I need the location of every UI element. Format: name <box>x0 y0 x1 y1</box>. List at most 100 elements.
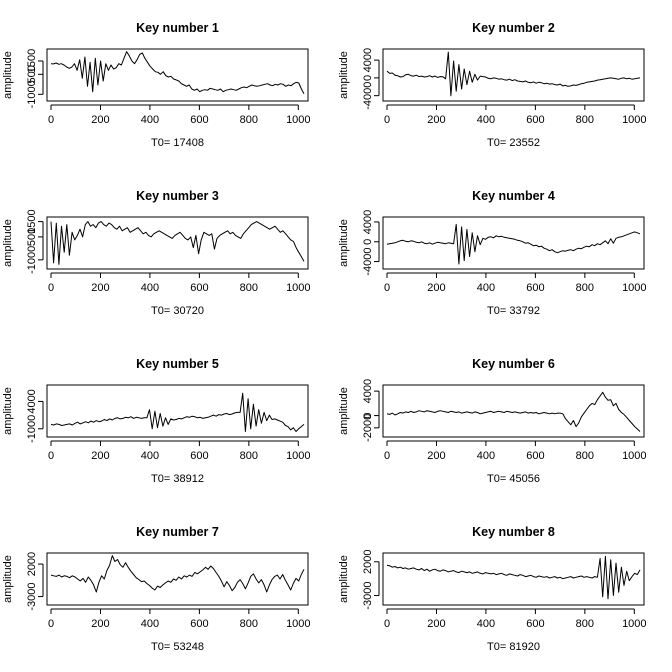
panel-title: Key number 4 <box>472 189 555 203</box>
x-tick-label: 0 <box>48 114 54 126</box>
x-axis-label: T0= 30720 <box>151 305 204 317</box>
plot-frame <box>46 48 309 102</box>
y-tick-label: -3000 <box>362 581 374 609</box>
series-line <box>386 51 641 97</box>
x-tick-label: 400 <box>477 618 495 630</box>
x-axis: 0 200 400 600 800 1000 <box>48 608 311 630</box>
y-tick-label: -3000 <box>26 582 38 610</box>
x-axis: 0 200 400 600 800 1000 <box>384 608 647 630</box>
x-tick-label: 400 <box>141 282 159 294</box>
x-axis-label: T0= 23552 <box>487 137 540 149</box>
x-axis-label: T0= 38912 <box>151 473 204 485</box>
x-tick-label: 200 <box>427 282 445 294</box>
y-tick-label: -1000 <box>26 415 38 443</box>
x-axis-label: T0= 53248 <box>151 641 204 653</box>
x-tick-label: 1000 <box>286 450 310 462</box>
x-tick-label: 0 <box>384 450 390 462</box>
series-line <box>386 391 641 432</box>
plot-frame <box>46 384 309 438</box>
series-line <box>386 223 641 265</box>
y-tick-label: 1500 <box>26 209 38 233</box>
x-tick-label: 1000 <box>622 282 646 294</box>
panel-3: Key number 3 0 200 400 600 800 1000 -1000500150… <box>2 189 311 317</box>
y-axis-label: amplitude <box>2 387 14 435</box>
panel-2: Key number 20 200 400 600 800 1000-400004000T… <box>338 21 647 149</box>
series-line <box>50 392 305 432</box>
y-axis-label: amplitude <box>338 219 350 267</box>
y-axis-label: amplitude <box>338 51 350 99</box>
panel-title: Key number 8 <box>472 525 555 539</box>
series-line <box>386 555 641 600</box>
x-tick-label: 400 <box>477 114 495 126</box>
x-tick-label: 0 <box>384 282 390 294</box>
x-tick-label: 800 <box>576 114 594 126</box>
x-tick-label: 0 <box>48 618 54 630</box>
y-tick-label: -4000 <box>362 248 374 276</box>
panel-5: Key number 5 0 200 400 600 800 1000 -1000 4000 T0… <box>2 357 311 485</box>
x-tick-label: 600 <box>190 282 208 294</box>
x-tick-label: 1000 <box>286 618 310 630</box>
x-axis: 0 200 400 600 800 1000 <box>48 104 311 126</box>
x-tick-label: 1000 <box>622 618 646 630</box>
x-tick-label: 0 <box>384 618 390 630</box>
y-tick-label: 1500 <box>26 49 38 73</box>
x-tick-label: 1000 <box>622 450 646 462</box>
y-tick-label: 500 <box>26 228 38 246</box>
panel-title: Key number 7 <box>136 525 219 539</box>
x-tick-label: 0 <box>48 450 54 462</box>
x-tick-label: 1000 <box>286 282 310 294</box>
panel-title: Key number 2 <box>472 21 555 35</box>
y-axis-label: amplitude <box>2 219 14 267</box>
panel-7: Key number 7 0 200 400 600 800 1000 -3000 2000 T0… <box>2 525 311 653</box>
y-axis: -4000 0 4000 <box>362 210 380 276</box>
y-axis-label: amplitude <box>338 387 350 435</box>
series-line <box>50 221 305 265</box>
x-tick-label: 400 <box>477 450 495 462</box>
x-tick-label: 800 <box>576 618 594 630</box>
x-tick-label: 800 <box>576 450 594 462</box>
y-tick-label: 4000 <box>362 48 374 72</box>
x-tick-label: 400 <box>141 114 159 126</box>
x-tick-label: 800 <box>240 282 258 294</box>
x-tick-label: 200 <box>427 618 445 630</box>
x-tick-label: 200 <box>427 114 445 126</box>
y-tick-label: 4000 <box>362 379 374 403</box>
y-tick-label: -1000 <box>26 80 38 108</box>
x-tick-label: 600 <box>526 114 544 126</box>
y-tick-label: 4000 <box>26 389 38 413</box>
y-tick-label: 0 <box>362 413 374 419</box>
x-tick-label: 800 <box>240 450 258 462</box>
plot-frame <box>382 216 645 270</box>
y-axis-label: amplitude <box>338 555 350 603</box>
y-tick-label: -4000 <box>362 82 374 110</box>
x-tick-label: 0 <box>48 282 54 294</box>
x-axis-label: T0= 17408 <box>151 137 204 149</box>
x-tick-label: 200 <box>91 618 109 630</box>
x-tick-label: 600 <box>526 618 544 630</box>
panel-title: Key number 3 <box>136 189 219 203</box>
x-tick-label: 800 <box>240 618 258 630</box>
panel-title: Key number 6 <box>472 357 555 371</box>
y-tick-label: -1000 <box>26 246 38 274</box>
x-tick-label: 1000 <box>286 114 310 126</box>
y-axis-label: amplitude <box>2 51 14 99</box>
panel-6: Key number 60 200 400 600 800 1000-200004000T… <box>338 357 647 485</box>
y-axis-label: amplitude <box>2 555 14 603</box>
x-tick-label: 200 <box>91 450 109 462</box>
panel-1: Key number 1 0 200 400 600 800 1000 -1000500150… <box>2 21 311 149</box>
x-tick-label: 800 <box>240 114 258 126</box>
x-axis: 0 200 400 600 800 1000 <box>48 440 311 462</box>
plot-frame <box>382 384 645 438</box>
x-axis: 0 200 400 600 800 1000 <box>384 440 647 462</box>
x-tick-label: 1000 <box>622 114 646 126</box>
x-tick-label: 200 <box>91 282 109 294</box>
panel-title: Key number 5 <box>136 357 219 371</box>
y-axis: -3000 2000 <box>26 552 44 611</box>
x-axis: 0 200 400 600 800 1000 <box>384 104 647 126</box>
x-tick-label: 600 <box>526 450 544 462</box>
y-tick-label: 500 <box>26 65 38 83</box>
x-tick-label: 400 <box>477 282 495 294</box>
y-tick-label: -2000 <box>362 414 374 442</box>
